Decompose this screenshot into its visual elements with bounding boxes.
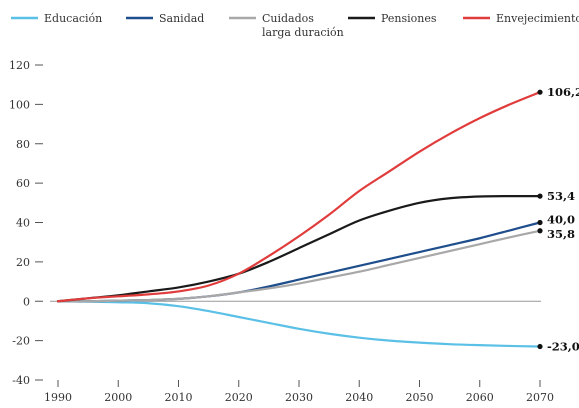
x-tick-label: 1990: [44, 391, 72, 404]
x-tick-label: 2010: [165, 391, 193, 404]
end-value-label: 40,0: [547, 213, 575, 227]
series-line-3: [56, 229, 542, 303]
legend-label: Sanidad: [159, 12, 204, 25]
y-tick-label: -40: [12, 374, 30, 387]
x-tick-label: 2000: [104, 391, 132, 404]
y-tick-label: -20: [12, 335, 30, 348]
end-value-label: -23,0: [547, 340, 579, 354]
end-point-marker: [537, 228, 543, 234]
x-axis: 1990 2000 2010 2020 2030 2040 2050 2060 2070: [44, 380, 554, 404]
x-tick-label: 2030: [285, 391, 313, 404]
legend-label: Pensiones: [381, 12, 437, 25]
y-tick-label: 100: [9, 98, 30, 111]
x-tick-label: 2060: [466, 391, 494, 404]
y-axis: 120 100 80 60 40 20 0 -20 -40: [9, 59, 43, 387]
series-line-1: [56, 300, 542, 348]
end-point-marker: [537, 89, 543, 95]
series-line-5: [56, 91, 542, 303]
series-line-4: [56, 194, 542, 303]
y-tick-label: 80: [16, 138, 30, 151]
end-value-label: 35,8: [547, 227, 575, 241]
end-point-marker: [537, 193, 543, 199]
y-tick-label: 40: [16, 217, 30, 230]
y-tick-label: 0: [23, 295, 30, 308]
x-tick-label: 2070: [526, 391, 554, 404]
series-lines: [56, 91, 542, 348]
y-tick-label: 20: [16, 256, 30, 269]
end-value-label: 53,4: [547, 189, 575, 203]
legend-label: Cuidados: [262, 12, 314, 25]
y-tick-label: 120: [9, 59, 30, 72]
end-labels: -23,0 40,035,8 53,4 106,2: [537, 85, 579, 354]
series-line-2: [56, 221, 542, 303]
end-point-marker: [537, 219, 543, 226]
y-tick-label: 60: [16, 177, 30, 190]
x-tick-label: 2050: [406, 391, 434, 404]
legend-label: Envejecimiento: [496, 12, 579, 25]
legend-label: larga duración: [262, 26, 344, 39]
end-point-marker: [537, 343, 543, 350]
end-value-label: 106,2: [547, 85, 579, 99]
legend-label: Educación: [44, 12, 102, 25]
x-tick-label: 2040: [345, 391, 373, 404]
x-tick-label: 2020: [225, 391, 253, 404]
